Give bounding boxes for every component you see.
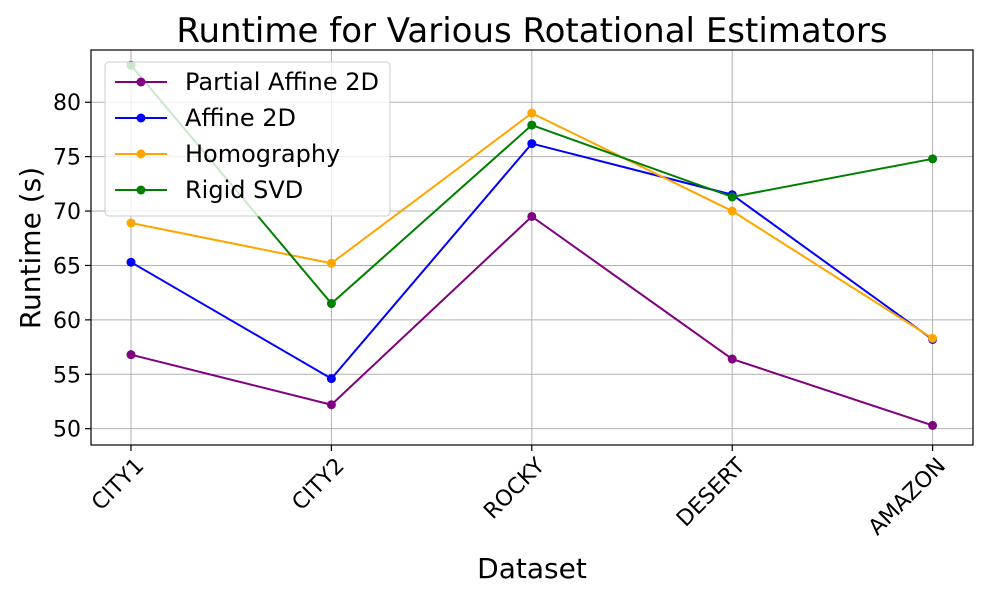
legend-marker-swatch (136, 77, 146, 87)
y-axis-label: Runtime (s) (14, 167, 47, 329)
data-point (727, 192, 737, 202)
legend-label: Rigid SVD (185, 176, 303, 204)
x-tick-label: AMAZON (864, 454, 951, 541)
data-point (326, 299, 336, 309)
legend-label: Homography (185, 140, 340, 168)
data-point (727, 354, 737, 364)
legend-item: Rigid SVD (115, 176, 303, 204)
data-point (527, 211, 537, 221)
data-point (727, 206, 737, 216)
data-point (126, 257, 136, 267)
y-tick-label: 50 (53, 418, 81, 443)
legend-label: Affine 2D (185, 104, 296, 132)
data-point (527, 120, 537, 130)
legend-item: Homography (115, 140, 340, 168)
data-point (527, 108, 537, 118)
y-tick-label: 65 (53, 254, 81, 279)
series-group (126, 60, 938, 430)
y-tick-label: 60 (53, 309, 81, 334)
legend-item: Partial Affine 2D (115, 68, 379, 96)
x-tick-label: CITY1 (87, 454, 149, 516)
data-point (928, 154, 938, 164)
legend-box (104, 61, 391, 217)
data-point (527, 139, 537, 149)
data-point (928, 420, 938, 430)
data-point (126, 218, 136, 228)
y-tick-label: 70 (53, 200, 81, 225)
data-point (928, 333, 938, 343)
x-tick-label: ROCKY (479, 453, 550, 524)
legend-label: Partial Affine 2D (185, 68, 379, 96)
legend-marker-swatch (136, 149, 146, 159)
data-point (326, 258, 336, 268)
chart-title: Runtime for Various Rotational Estimator… (176, 11, 887, 51)
legend-item: Affine 2D (115, 104, 296, 132)
x-tick-label: DESERT (672, 453, 751, 532)
series-homography (126, 108, 938, 343)
legend-marker-swatch (136, 185, 146, 195)
y-tick-label: 75 (53, 146, 81, 171)
y-tick-label: 55 (53, 363, 81, 388)
legend-marker-swatch (136, 113, 146, 123)
legend: Partial Affine 2D Affine 2D Homography Rigi… (104, 61, 391, 217)
data-point (126, 350, 136, 360)
x-axis-label: Dataset (477, 552, 587, 585)
data-point (326, 374, 336, 384)
series-partial-affine-2d (126, 211, 938, 430)
x-tick-label: CITY2 (288, 454, 350, 516)
y-tick-label: 80 (53, 91, 81, 116)
data-point (326, 400, 336, 410)
